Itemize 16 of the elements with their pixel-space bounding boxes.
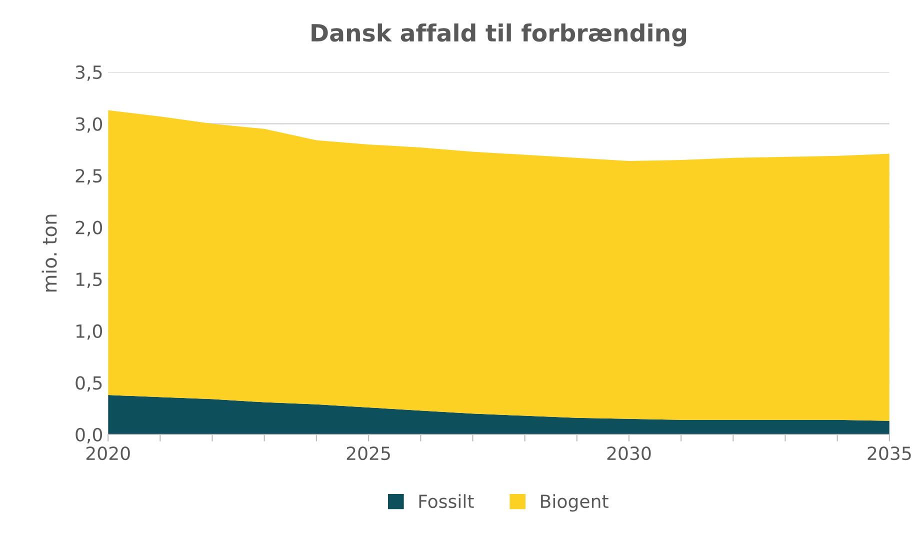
y-tick-label: 3,0 (76, 117, 102, 133)
y-axis-title: mio. ton (42, 214, 57, 292)
y-tick-label: 1,5 (76, 272, 102, 288)
legend-label: Biogent (541, 494, 608, 512)
y-tick-label: 2,5 (76, 168, 102, 184)
y-tick-label: 2,0 (76, 220, 102, 236)
y-tick-label: 1,0 (76, 324, 102, 340)
legend-label: Fossilt (419, 494, 474, 508)
y-tick-label: 0,5 (76, 376, 102, 392)
chart-title: Dansk affald til forbrænding (312, 23, 686, 46)
x-tick-label: 2025 (346, 446, 390, 460)
y-tick-label: 3,5 (76, 65, 102, 81)
x-tick-label: 2035 (868, 446, 911, 460)
x-tick-label: 2030 (607, 446, 651, 460)
y-tick-label: 0,0 (76, 428, 102, 444)
x-tick-label: 2020 (86, 446, 130, 460)
